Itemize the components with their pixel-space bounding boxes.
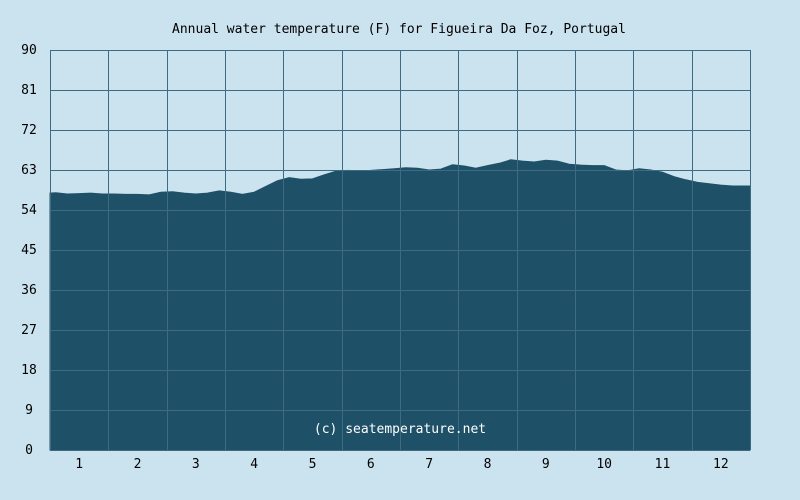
- x-tick-label: 3: [192, 457, 200, 472]
- y-tick-label: 36: [21, 283, 37, 298]
- x-tick-label: 4: [250, 457, 258, 472]
- x-tick-label: 6: [367, 457, 375, 472]
- y-tick-label: 81: [21, 83, 37, 98]
- y-tick-label: 18: [21, 363, 37, 378]
- chart-title: Annual water temperature (F) for Figueir…: [172, 22, 626, 37]
- y-tick-label: 72: [21, 123, 37, 138]
- x-tick-label: 12: [713, 457, 729, 472]
- x-tick-label: 10: [596, 457, 612, 472]
- y-tick-label: 0: [25, 443, 33, 458]
- grid-lines: [50, 50, 751, 451]
- x-tick-label: 2: [134, 457, 142, 472]
- y-tick-label: 9: [25, 403, 33, 418]
- credit-watermark: (c) seatemperature.net: [314, 422, 486, 437]
- x-axis-ticks: 1 2 3 4 5 6 7 8 9 10 11 12: [75, 457, 728, 472]
- y-tick-label: 27: [21, 323, 37, 338]
- y-tick-label: 54: [21, 203, 37, 218]
- x-tick-label: 8: [484, 457, 492, 472]
- x-tick-label: 1: [75, 457, 83, 472]
- x-tick-label: 7: [425, 457, 433, 472]
- y-tick-label: 90: [21, 43, 37, 58]
- x-tick-label: 9: [542, 457, 550, 472]
- x-tick-label: 11: [655, 457, 671, 472]
- x-tick-label: 5: [309, 457, 317, 472]
- y-tick-label: 45: [21, 243, 37, 258]
- y-axis-ticks: 0 9 18 27 36 45 54 63 72 81 90: [21, 43, 37, 458]
- y-tick-label: 63: [21, 163, 37, 178]
